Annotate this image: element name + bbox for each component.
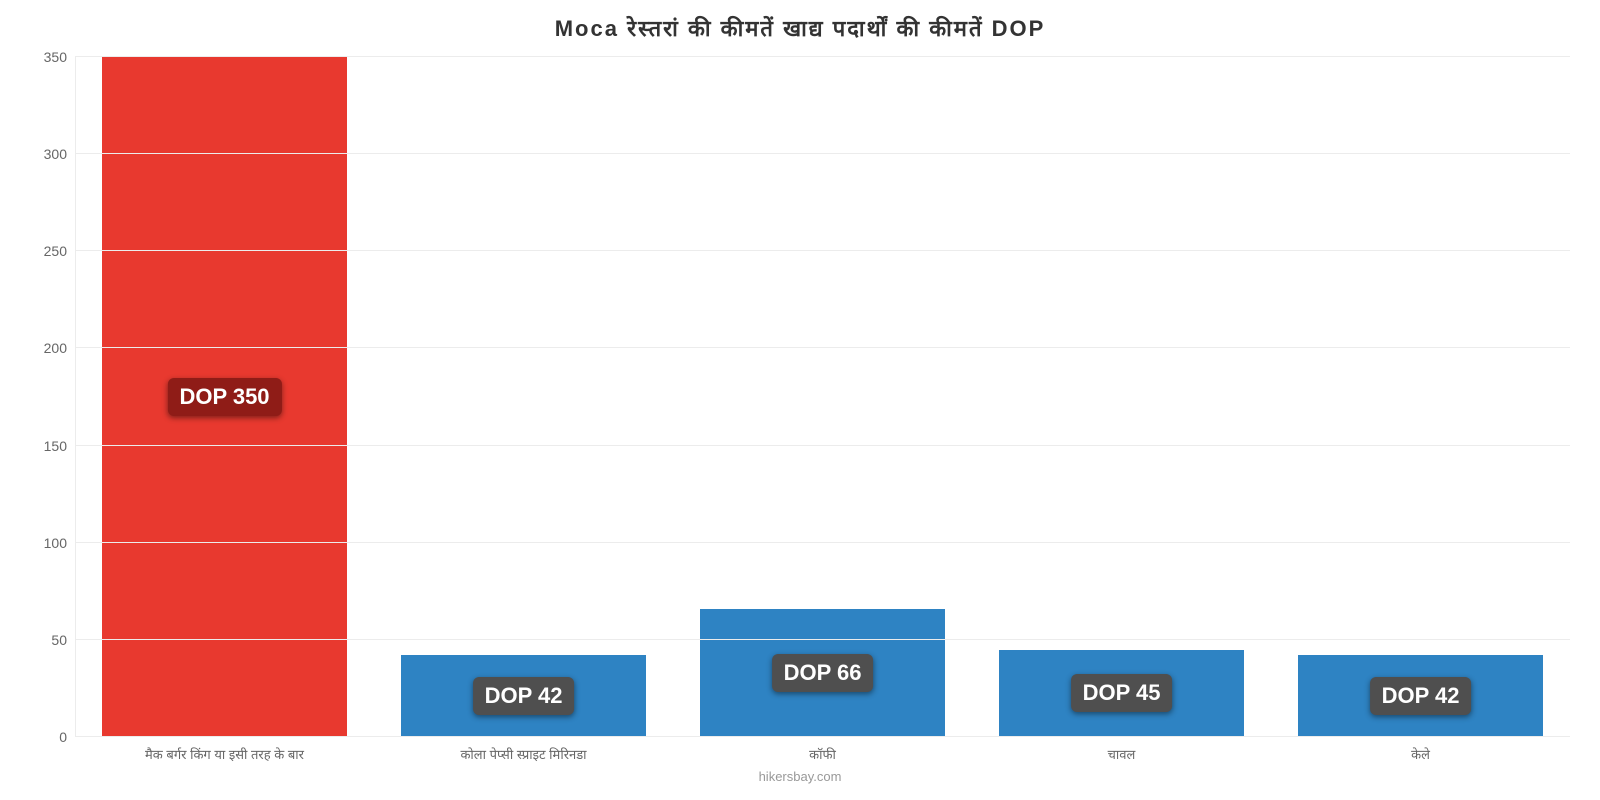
y-tick-label: 0: [59, 729, 75, 745]
value-badge: DOP 42: [1370, 677, 1472, 715]
value-badge: DOP 42: [473, 677, 575, 715]
chart-footer: hikersbay.com: [20, 763, 1580, 784]
bar-slot: DOP 45: [972, 57, 1271, 737]
grid-line: [75, 445, 1570, 446]
x-tick-label: मैक बर्गर किंग या इसी तरह के बार: [75, 737, 374, 763]
chart-title: Moca रेस्तरां की कीमतें खाद्य पदार्थों क…: [20, 5, 1580, 57]
grid-line: [75, 153, 1570, 154]
grid-line: [75, 736, 1570, 737]
y-tick-label: 100: [44, 535, 75, 551]
y-tick-label: 200: [44, 340, 75, 356]
bars-container: DOP 350 DOP 42 DOP 66 DOP 45 DOP 42: [75, 57, 1570, 737]
value-badge: DOP 66: [772, 654, 874, 692]
x-tick-label: केले: [1271, 737, 1570, 763]
x-axis: मैक बर्गर किंग या इसी तरह के बारकोला पेप…: [75, 737, 1570, 763]
bar-slot: DOP 42: [1271, 57, 1570, 737]
grid-line: [75, 56, 1570, 57]
y-tick-label: 250: [44, 243, 75, 259]
price-bar-chart: Moca रेस्तरां की कीमतें खाद्य पदार्थों क…: [0, 0, 1600, 800]
y-tick-label: 300: [44, 146, 75, 162]
value-badge: DOP 45: [1071, 674, 1173, 712]
value-badge: DOP 350: [167, 378, 281, 416]
y-tick-label: 150: [44, 438, 75, 454]
grid-line: [75, 347, 1570, 348]
bar-slot: DOP 66: [673, 57, 972, 737]
x-tick-label: कॉफी: [673, 737, 972, 763]
grid-line: [75, 542, 1570, 543]
grid-line: [75, 639, 1570, 640]
bar-slot: DOP 42: [374, 57, 673, 737]
plot-area: DOP 350DOP 42DOP 66DOP 45DOP 42 05010015…: [75, 57, 1570, 737]
bar-slot: DOP 350: [75, 57, 374, 737]
grid-line: [75, 250, 1570, 251]
x-tick-label: कोला पेप्सी स्प्राइट मिरिनडा: [374, 737, 673, 763]
y-tick-label: 350: [44, 49, 75, 65]
y-axis-line: [75, 57, 76, 737]
x-tick-label: चावल: [972, 737, 1271, 763]
y-tick-label: 50: [51, 632, 75, 648]
